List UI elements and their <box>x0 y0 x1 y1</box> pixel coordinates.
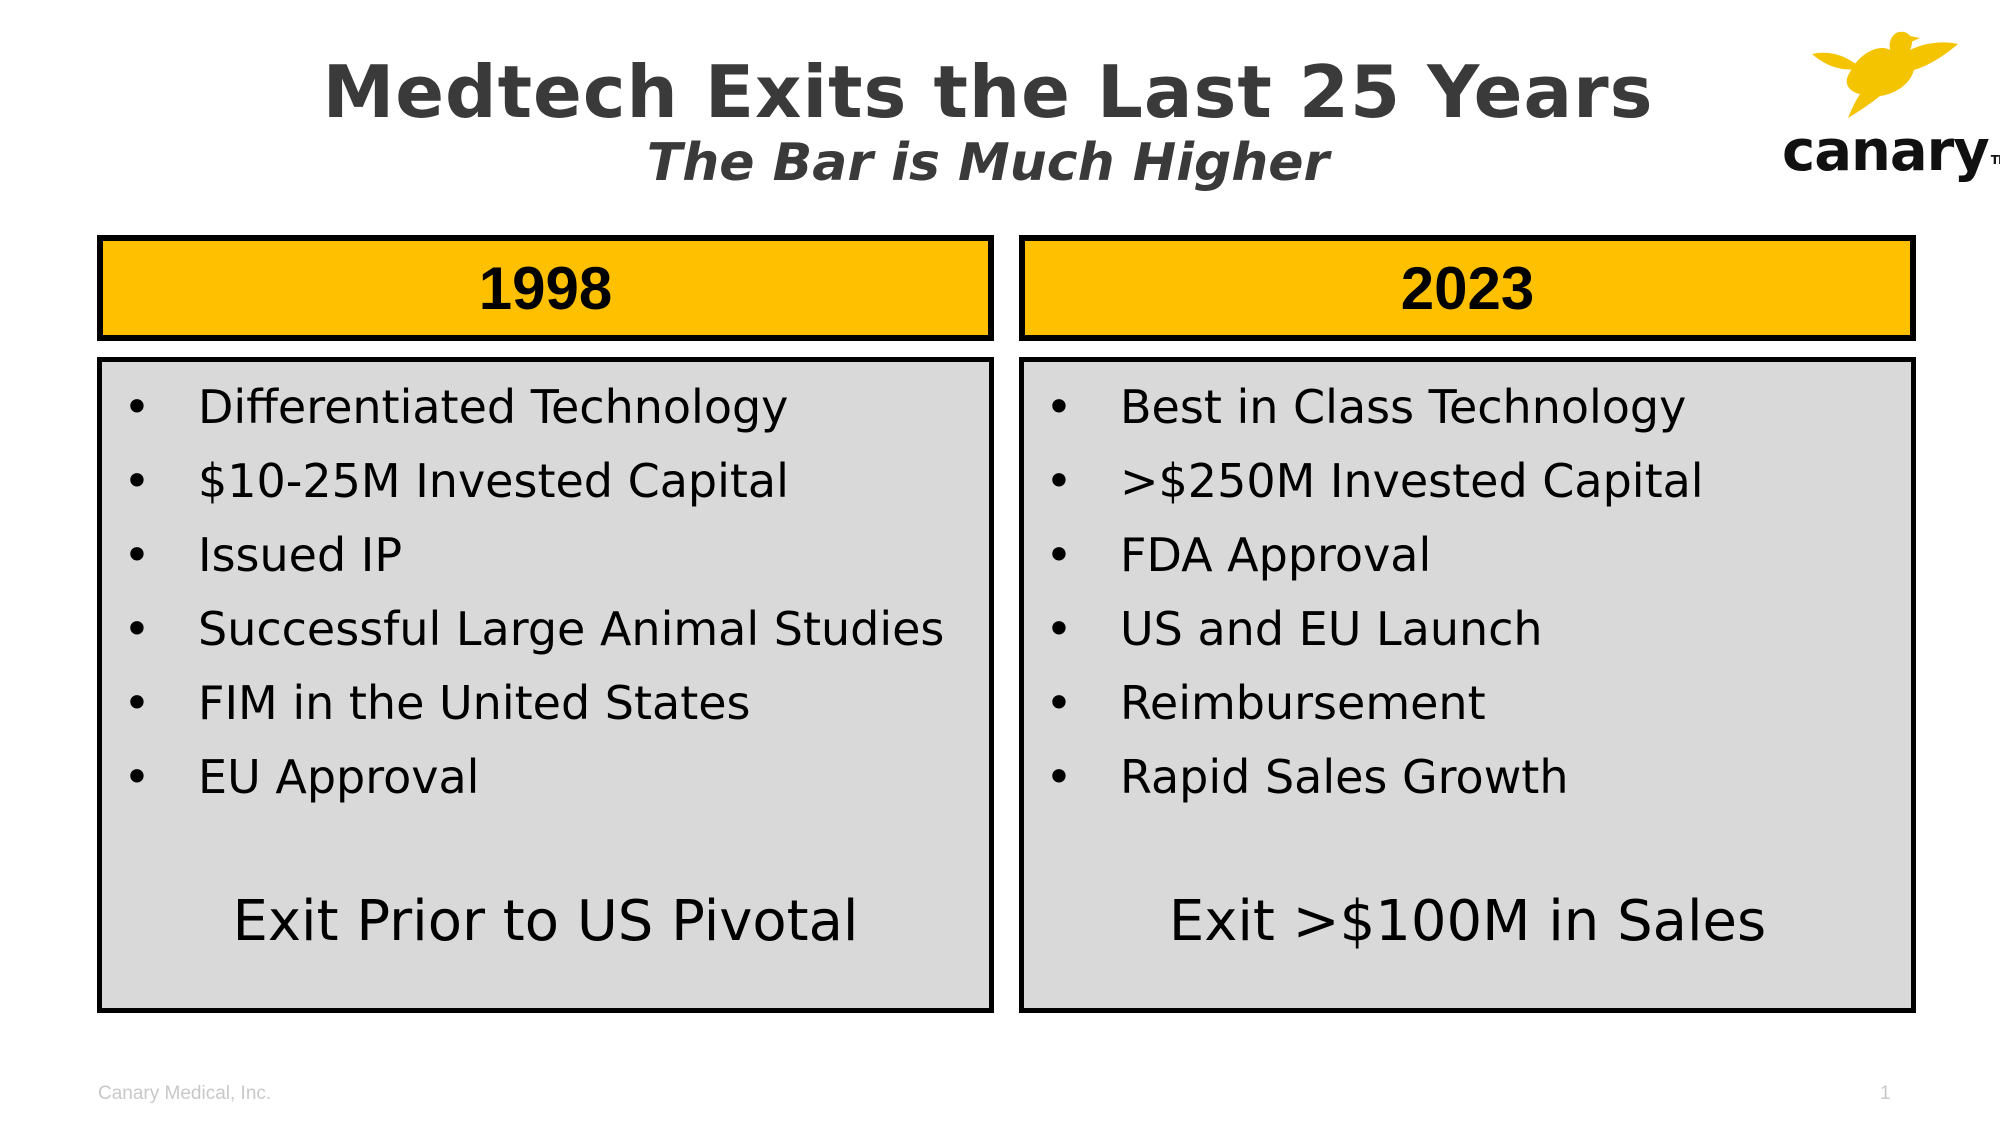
list-item: • Best in Class Technology <box>1024 370 1911 444</box>
bullet-text: Rapid Sales Growth <box>1120 750 1569 804</box>
list-item: • >$250M Invested Capital <box>1024 444 1911 518</box>
column-box-2023: • Best in Class Technology • >$250M Invest… <box>1019 357 1916 1013</box>
list-item: • FIM in the United States <box>102 666 989 740</box>
list-item: • Reimbursement <box>1024 666 1911 740</box>
column-header-1998: 1998 <box>97 235 994 341</box>
list-item: • Differentiated Technology <box>102 370 989 444</box>
bullet-text: Issued IP <box>198 528 403 582</box>
bullet-text: Reimbursement <box>1120 676 1486 730</box>
bullet-list-2023: • Best in Class Technology • >$250M Invest… <box>1024 370 1911 814</box>
list-item: • Issued IP <box>102 518 989 592</box>
bullet-icon: • <box>1045 676 1073 730</box>
list-item: • Successful Large Animal Studies <box>102 592 989 666</box>
column-box-1998: • Differentiated Technology • $10-25M Inve… <box>97 357 994 1013</box>
bullet-icon: • <box>123 750 151 804</box>
list-item: • $10-25M Invested Capital <box>102 444 989 518</box>
footer-company: Canary Medical, Inc. <box>98 1083 272 1104</box>
list-item: • EU Approval <box>102 740 989 814</box>
bullet-list-1998: • Differentiated Technology • $10-25M Inve… <box>102 370 989 814</box>
bullet-text: FDA Approval <box>1120 528 1432 582</box>
bullet-text: US and EU Launch <box>1120 602 1543 656</box>
page-number: 1 <box>1880 1083 1891 1104</box>
bullet-text: FIM in the United States <box>198 676 751 730</box>
bullet-icon: • <box>1045 602 1073 656</box>
bullet-text: Best in Class Technology <box>1120 380 1687 434</box>
bullet-icon: • <box>123 454 151 508</box>
trademark-mark: TM <box>1990 153 2000 167</box>
bullet-icon: • <box>1045 750 1073 804</box>
column-header-2023: 2023 <box>1019 235 1916 341</box>
canary-logo: canaryTM <box>1782 22 2000 182</box>
exit-statement-1998: Exit Prior to US Pivotal <box>232 889 859 954</box>
slide-subtitle: The Bar is Much Higher <box>646 133 1330 193</box>
canary-bird-icon <box>1812 31 1958 118</box>
list-item: • Rapid Sales Growth <box>1024 740 1911 814</box>
bullet-text: >$250M Invested Capital <box>1120 454 1704 508</box>
bullet-icon: • <box>1045 380 1073 434</box>
bullet-icon: • <box>1045 528 1073 582</box>
bullet-icon: • <box>123 380 151 434</box>
logo-text: canary <box>1782 119 1990 184</box>
list-item: • FDA Approval <box>1024 518 1911 592</box>
bullet-icon: • <box>123 602 151 656</box>
list-item: • US and EU Launch <box>1024 592 1911 666</box>
bullet-icon: • <box>1045 454 1073 508</box>
bullet-icon: • <box>123 528 151 582</box>
slide-title: Medtech Exits the Last 25 Years <box>322 50 1654 134</box>
bullet-text: $10-25M Invested Capital <box>198 454 789 508</box>
bullet-text: Differentiated Technology <box>198 380 789 434</box>
bullet-icon: • <box>123 676 151 730</box>
logo-wordmark: canaryTM <box>1782 122 2000 182</box>
bullet-text: EU Approval <box>198 750 480 804</box>
exit-statement-2023: Exit >$100M in Sales <box>1168 889 1767 954</box>
bullet-text: Successful Large Animal Studies <box>198 602 945 656</box>
